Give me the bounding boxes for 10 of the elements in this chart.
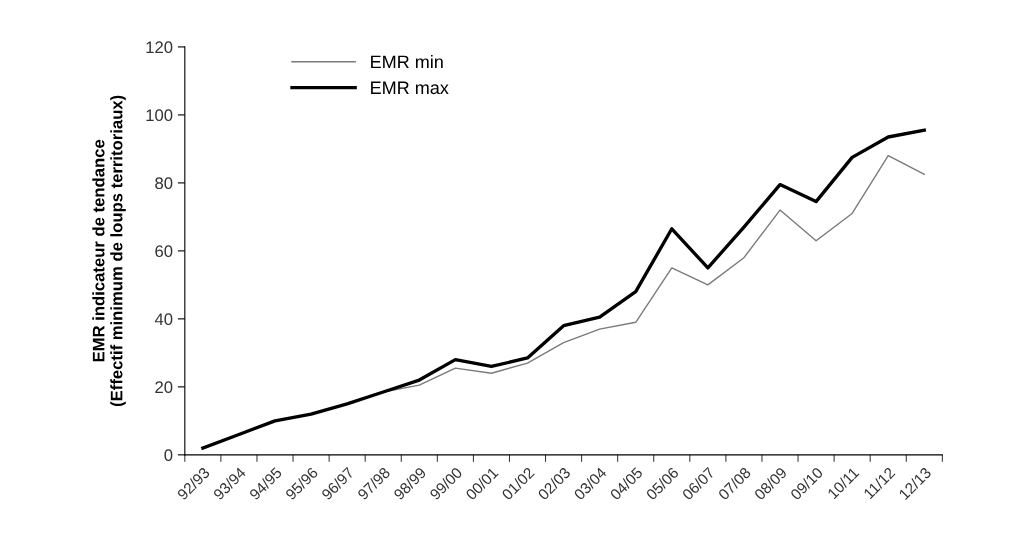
legend-label: EMR min xyxy=(371,55,443,69)
y-tick-label: 100 xyxy=(146,109,173,122)
y-tick-label: 60 xyxy=(155,245,173,258)
y-tick-label: 120 xyxy=(146,41,173,54)
legend-label: EMR max xyxy=(371,81,449,95)
y-tick-label: 20 xyxy=(155,381,173,394)
y-tick-label: 0 xyxy=(164,449,173,462)
y-axis-title: EMR indicateur de tendance (Effectif minimum de loups territoriaux) xyxy=(92,95,126,407)
y-tick-label: 80 xyxy=(155,177,173,190)
y-tick-label: 40 xyxy=(154,313,173,326)
